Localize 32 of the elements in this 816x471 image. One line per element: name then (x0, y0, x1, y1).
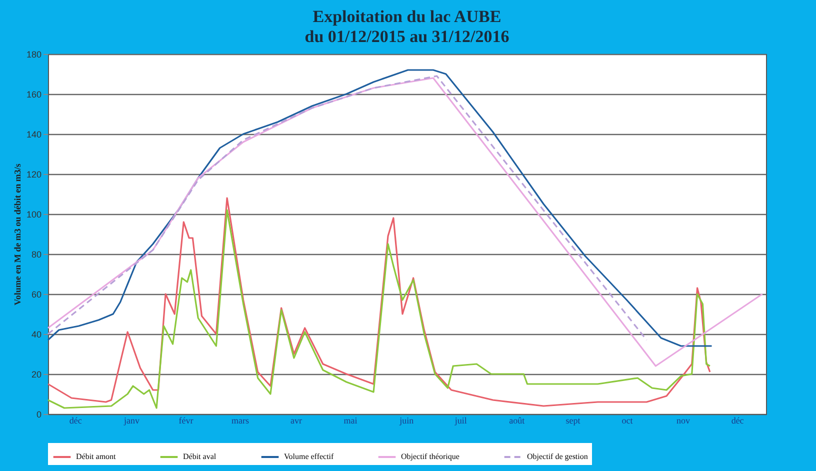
legend-label: Volume effectif (284, 452, 334, 461)
y-tick-label: 100 (26, 210, 42, 220)
y-tick-label: 140 (26, 130, 42, 140)
y-tick-label: 160 (26, 90, 42, 100)
legend-label: Débit amont (76, 452, 117, 461)
y-tick-label: 20 (31, 370, 42, 380)
chart-subtitle: du 01/12/2015 au 31/12/2016 (304, 27, 510, 46)
x-tick-label: avr (290, 416, 302, 426)
legend-label: Débit aval (183, 452, 217, 461)
x-tick-label: févr (178, 416, 194, 426)
x-tick-label: déc (731, 416, 744, 426)
x-tick-label: nov (676, 416, 691, 426)
x-tick-label: déc (69, 416, 82, 426)
x-tick-label: janv (122, 416, 140, 426)
y-axis-title: Volume en M de m3 ou débit en m3/s (12, 163, 22, 306)
x-tick-label: mars (231, 416, 250, 426)
x-tick-label: oct (622, 416, 634, 426)
x-tick-label: juil (454, 416, 468, 426)
y-tick-label: 40 (31, 330, 42, 340)
x-tick-label: août (509, 416, 526, 426)
y-tick-label: 60 (31, 290, 42, 300)
legend-label: Objectif théorique (401, 452, 460, 461)
y-tick-label: 0 (36, 410, 42, 420)
y-tick-label: 80 (31, 250, 42, 260)
x-tick-label: juin (398, 416, 414, 426)
legend-label: Objectif de gestion (527, 452, 588, 461)
x-tick-label: sept (566, 416, 581, 426)
chart-title: Exploitation du lac AUBE (312, 7, 502, 26)
line-series (47, 77, 764, 367)
x-tick-label: mai (344, 416, 358, 426)
y-tick-label: 180 (26, 50, 42, 60)
y-tick-label: 120 (26, 170, 42, 180)
